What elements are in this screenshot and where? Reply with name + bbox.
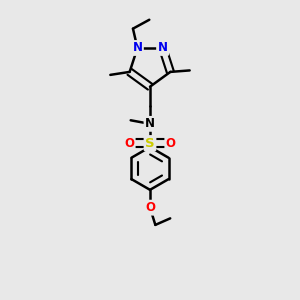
Text: N: N — [158, 41, 168, 55]
Text: N: N — [132, 41, 142, 55]
Text: O: O — [166, 137, 176, 150]
Text: O: O — [124, 137, 134, 150]
Text: S: S — [145, 137, 155, 150]
Text: O: O — [145, 201, 155, 214]
Text: N: N — [145, 117, 155, 130]
